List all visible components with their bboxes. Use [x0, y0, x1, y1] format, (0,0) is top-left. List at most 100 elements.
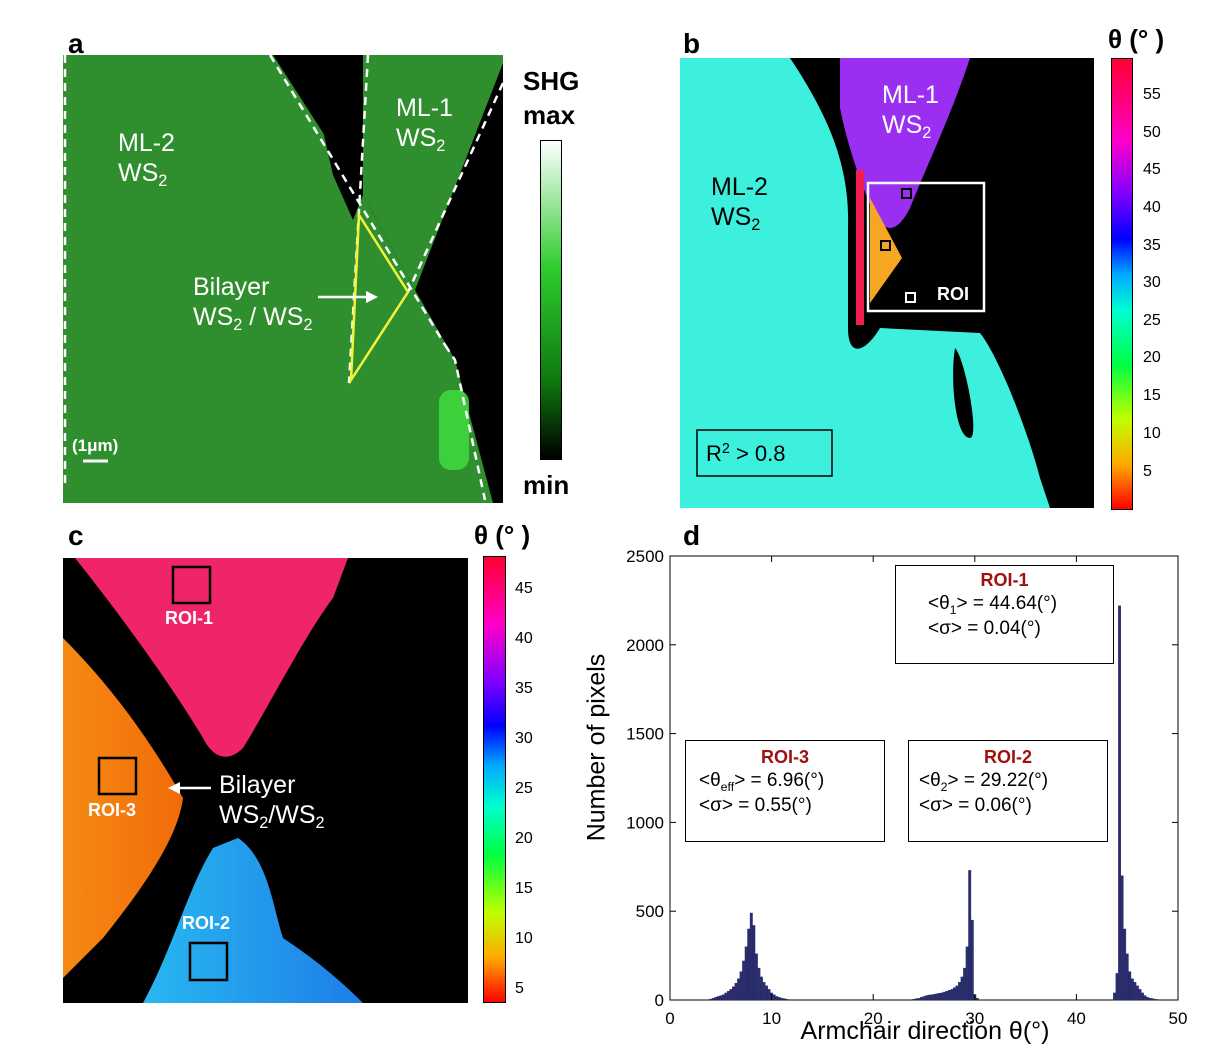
- histogram-bar: [754, 953, 758, 1001]
- panel-b-theta-map: [680, 58, 1094, 508]
- roi2-stats-box: ROI-2 <θ2> = 29.22(°) <σ> = 0.06(°): [908, 740, 1108, 842]
- histogram-bar: [775, 996, 779, 1001]
- panel-c-roi3-label: ROI-3: [88, 800, 137, 820]
- panel-c-colorbar: [483, 556, 506, 1003]
- panel-b-colorbar-title: θ (° ): [1108, 24, 1165, 54]
- roi1-stats-box: ROI-1 <θ1> = 44.64(°) <σ> = 0.04(°): [895, 565, 1114, 664]
- histogram-bar: [922, 996, 926, 1001]
- histogram-bar: [970, 919, 974, 1001]
- panel-a-ml2-label: ML-2 WS2: [118, 129, 175, 190]
- histogram-bar: [780, 998, 784, 1001]
- histogram-bar: [917, 998, 921, 1001]
- histogram-bar: [958, 982, 961, 1001]
- histogram-bar: [739, 971, 743, 1001]
- histogram-bar: [732, 986, 735, 1001]
- histogram-bar: [749, 912, 753, 1001]
- histogram-bar: [785, 998, 789, 1001]
- colorbar-tick: 15: [515, 880, 533, 897]
- histogram-bar: [1141, 992, 1144, 1001]
- histogram-bar: [960, 976, 964, 1001]
- y-tick-label: 500: [636, 902, 664, 921]
- panel-a-ml1-label: ML-1 WS2: [396, 94, 453, 155]
- panel-a-shg-map: [63, 55, 503, 503]
- colorbar-tick: 45: [1143, 161, 1161, 178]
- histogram-bar: [1138, 989, 1142, 1001]
- histogram-bar: [724, 992, 728, 1001]
- x-tick-label: 20: [864, 1009, 883, 1028]
- colorbar-tick: 55: [1143, 86, 1161, 103]
- panel-c-roi1-label: ROI-1: [165, 608, 214, 628]
- histogram-bar: [734, 982, 738, 1001]
- colorbar-tick: 25: [515, 780, 533, 797]
- histogram-bar: [1130, 978, 1134, 1001]
- histogram-bar: [777, 997, 781, 1001]
- histogram-bar: [1151, 998, 1155, 1001]
- x-tick-label: 40: [1067, 1009, 1086, 1028]
- colorbar-tick: 25: [1143, 312, 1161, 329]
- roi2-title: ROI-2: [983, 747, 1032, 767]
- roi3-theta: <θeff> = 6.96(°): [699, 770, 825, 794]
- roi3-sigma: <σ> = 0.55(°): [699, 795, 812, 816]
- histogram-bar: [1156, 999, 1160, 1001]
- roi3-stats-box: ROI-3 <θeff> = 6.96(°) <σ> = 0.55(°): [685, 740, 885, 842]
- histogram-bar: [1123, 928, 1127, 1001]
- histogram-bar: [912, 998, 916, 1001]
- histogram-bar: [711, 998, 715, 1001]
- y-tick-label: 2000: [626, 636, 664, 655]
- histogram-bar: [947, 990, 951, 1001]
- histogram-bar: [719, 995, 723, 1001]
- colorbar-tick: 5: [515, 980, 524, 997]
- x-tick-label: 50: [1169, 1009, 1188, 1028]
- histogram-bar: [968, 870, 972, 1001]
- colorbar-tick: 35: [1143, 237, 1161, 254]
- panel-b-colorbar: [1111, 58, 1133, 510]
- panel-b-r2-label: R2 > 0.8: [706, 441, 786, 466]
- histogram-bar: [742, 960, 746, 1001]
- colorbar-tick: 20: [515, 830, 533, 847]
- histogram-bar: [1143, 995, 1147, 1001]
- colorbar-tick: 40: [1143, 199, 1161, 216]
- x-tick-label: 30: [965, 1009, 984, 1028]
- histogram-bar: [920, 997, 923, 1001]
- histogram-bar: [1115, 973, 1119, 1001]
- histogram-bar: [914, 998, 918, 1001]
- x-tick-label: 10: [762, 1009, 781, 1028]
- histogram-bar: [729, 989, 733, 1001]
- panel-a-letter: a: [68, 28, 84, 59]
- panel-c-theta-map: [63, 558, 468, 1003]
- colorbar-tick: 5: [1143, 463, 1152, 480]
- roi1-sigma: <σ> = 0.04(°): [928, 618, 1041, 639]
- histogram-bar: [772, 994, 776, 1001]
- panel-a-colorbar: [540, 140, 562, 460]
- colorbar-tick: 15: [1143, 387, 1161, 404]
- panel-d-letter: d: [683, 520, 701, 551]
- panel-a-scale-label: (1μm): [72, 436, 119, 455]
- histogram-bar: [762, 982, 766, 1001]
- histogram-bar: [1135, 985, 1139, 1001]
- panel-b-letter: b: [683, 28, 701, 59]
- histogram-bar: [752, 925, 756, 1001]
- panel-a-colorbar-bottom: min: [523, 470, 570, 500]
- y-tick-label: 1000: [626, 813, 664, 832]
- histogram-bar: [1120, 875, 1124, 1001]
- histogram-bar: [1118, 605, 1121, 1001]
- histogram-bar: [937, 993, 941, 1001]
- panel-b-ml1-label: ML-1 WS2: [882, 81, 939, 142]
- panel-c-bilayer-label: Bilayer WS2/WS2: [219, 771, 325, 832]
- panel-c-roi2-label: ROI-2: [182, 913, 231, 933]
- histogram-bar: [716, 996, 720, 1001]
- y-tick-label: 2500: [626, 547, 664, 566]
- colorbar-tick: 30: [1143, 274, 1161, 291]
- panel-c-colorbar-title: θ (° ): [474, 520, 531, 550]
- roi2-sigma: <σ> = 0.06(°): [919, 795, 1032, 816]
- histogram-bar: [955, 985, 959, 1001]
- roi1-theta: <θ1> = 44.64(°): [928, 593, 1058, 617]
- colorbar-tick: 40: [515, 630, 533, 647]
- colorbar-tick: 20: [1143, 349, 1161, 366]
- histogram-xlabel: Armchair direction θ(°): [800, 1017, 1050, 1045]
- histogram-bar: [1125, 953, 1129, 1001]
- colorbar-tick: 10: [515, 930, 533, 947]
- histogram-bar: [760, 976, 763, 1001]
- colorbar-tick: 50: [1143, 124, 1161, 141]
- y-tick-label: 1500: [626, 725, 664, 744]
